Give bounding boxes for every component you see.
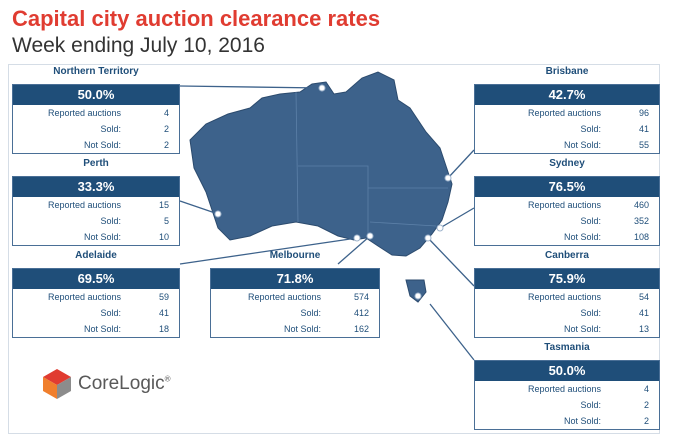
not-sold-label: Not Sold:	[283, 324, 321, 334]
city-box-canberra: Canberra 75.9% Reported auctions 54 Sold:…	[474, 250, 660, 338]
clearance-rate: 71.8%	[211, 269, 379, 289]
marker-melbourne	[366, 232, 374, 240]
clearance-rate: 69.5%	[13, 269, 179, 289]
sold-value: 2	[163, 124, 169, 134]
corelogic-cube-icon	[43, 369, 71, 399]
not-sold-label: Not Sold:	[563, 416, 601, 426]
clearance-rate: 50.0%	[475, 361, 659, 381]
not-sold-value: 10	[158, 232, 169, 242]
reported-value: 96	[638, 108, 649, 118]
sold-value: 412	[353, 308, 369, 318]
reported-label: Reported auctions	[527, 200, 601, 210]
not-sold-value: 18	[158, 324, 169, 334]
reported-value: 460	[633, 200, 649, 210]
not-sold-label: Not Sold:	[83, 140, 121, 150]
not-sold-value: 55	[638, 140, 649, 150]
reported-value: 54	[638, 292, 649, 302]
not-sold-label: Not Sold:	[83, 324, 121, 334]
city-box-northern-territory: Northern Territory 50.0% Reported auctio…	[12, 66, 180, 154]
city-name: Perth	[83, 158, 109, 169]
reported-value: 4	[163, 108, 169, 118]
marker-brisbane	[444, 174, 452, 182]
marker-sydney	[436, 224, 444, 232]
sold-label: Sold:	[100, 124, 121, 134]
not-sold-label: Not Sold:	[563, 232, 601, 242]
sold-label: Sold:	[580, 308, 601, 318]
reported-label: Reported auctions	[527, 384, 601, 394]
city-box-perth: Perth 33.3% Reported auctions 15 Sold: 5 N…	[12, 158, 180, 246]
reported-label: Reported auctions	[47, 108, 121, 118]
reported-label: Reported auctions	[247, 292, 321, 302]
marker-perth	[214, 210, 222, 218]
marker-canberra	[424, 234, 432, 242]
not-sold-value: 13	[638, 324, 649, 334]
reported-value: 59	[158, 292, 169, 302]
clearance-rate: 33.3%	[13, 177, 179, 197]
reported-value: 4	[643, 384, 649, 394]
city-box-melbourne: Melbourne 71.8% Reported auctions 574 Sol…	[210, 250, 380, 338]
city-box-brisbane: Brisbane 42.7% Reported auctions 96 Sold:…	[474, 66, 660, 154]
sold-value: 41	[158, 308, 169, 318]
chart-subtitle: Week ending July 10, 2016	[12, 34, 265, 57]
clearance-rate: 76.5%	[475, 177, 659, 197]
marker-darwin	[318, 84, 326, 92]
not-sold-value: 162	[353, 324, 369, 334]
sold-label: Sold:	[580, 124, 601, 134]
sold-value: 2	[643, 400, 649, 410]
city-box-tasmania: Tasmania 50.0% Reported auctions 4 Sold: 2…	[474, 342, 660, 430]
sold-label: Sold:	[580, 400, 601, 410]
map-panel	[8, 64, 660, 434]
city-box-adelaide: Adelaide 69.5% Reported auctions 59 Sold:…	[12, 250, 180, 338]
reported-label: Reported auctions	[527, 108, 601, 118]
city-markers	[214, 84, 452, 300]
sold-value: 5	[163, 216, 169, 226]
reported-value: 15	[158, 200, 169, 210]
sold-label: Sold:	[300, 308, 321, 318]
sold-value: 41	[638, 308, 649, 318]
reported-label: Reported auctions	[47, 292, 121, 302]
city-name: Tasmania	[544, 342, 590, 353]
not-sold-value: 2	[643, 416, 649, 426]
city-name: Melbourne	[269, 250, 321, 261]
state-borders	[295, 91, 448, 238]
sold-label: Sold:	[580, 216, 601, 226]
corelogic-logo: CoreLogic®	[42, 368, 171, 400]
sold-value: 41	[638, 124, 649, 134]
reported-value: 574	[353, 292, 369, 302]
logo-text: CoreLogic®	[78, 373, 171, 394]
sold-value: 352	[633, 216, 649, 226]
city-name: Adelaide	[75, 250, 117, 261]
sold-label: Sold:	[100, 308, 121, 318]
not-sold-value: 2	[163, 140, 169, 150]
not-sold-label: Not Sold:	[83, 232, 121, 242]
city-name: Northern Territory	[53, 66, 139, 77]
not-sold-value: 108	[633, 232, 649, 242]
city-box-sydney: Sydney 76.5% Reported auctions 460 Sold: 3…	[474, 158, 660, 246]
sold-label: Sold:	[100, 216, 121, 226]
marker-hobart	[414, 292, 422, 300]
not-sold-label: Not Sold:	[563, 140, 601, 150]
australia-mainland	[189, 71, 453, 257]
city-name: Canberra	[545, 250, 589, 261]
not-sold-label: Not Sold:	[563, 324, 601, 334]
chart-title: Capital city auction clearance rates	[12, 6, 381, 31]
clearance-rate: 75.9%	[475, 269, 659, 289]
reported-label: Reported auctions	[47, 200, 121, 210]
clearance-rate: 50.0%	[13, 85, 179, 105]
leader-lines	[179, 85, 475, 361]
marker-adelaide	[353, 234, 361, 242]
city-name: Sydney	[549, 158, 585, 169]
reported-label: Reported auctions	[527, 292, 601, 302]
clearance-rate: 42.7%	[475, 85, 659, 105]
city-name: Brisbane	[545, 66, 589, 77]
